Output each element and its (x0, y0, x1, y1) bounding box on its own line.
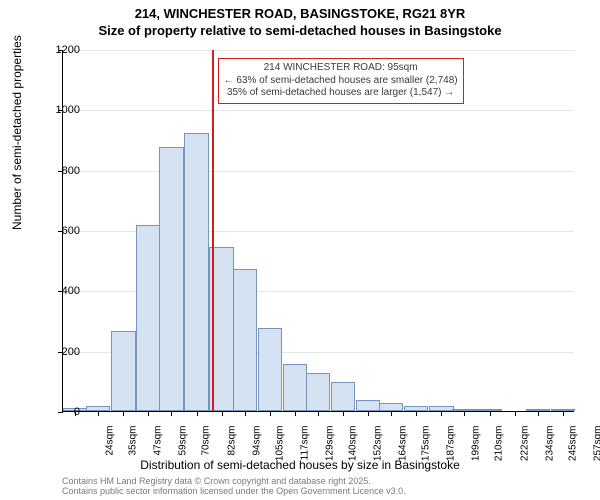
y-tick-label: 200 (50, 346, 80, 358)
x-tick-mark (148, 411, 149, 416)
x-tick-mark (490, 411, 491, 416)
annotation-line: ← 63% of semi-detached houses are smalle… (224, 75, 458, 88)
histogram-bar (111, 331, 135, 411)
y-tick-label: 1000 (50, 104, 80, 116)
y-tick-label: 800 (50, 165, 80, 177)
x-axis-title: Distribution of semi-detached houses by … (0, 458, 600, 472)
y-tick-label: 400 (50, 285, 80, 297)
histogram-bar (159, 147, 183, 411)
annotation-line: 35% of semi-detached houses are larger (… (224, 87, 458, 100)
annotation-line: 214 WINCHESTER ROAD: 95sqm (224, 62, 458, 75)
x-tick-mark (222, 411, 223, 416)
x-tick-mark (295, 411, 296, 416)
title-line-1: 214, WINCHESTER ROAD, BASINGSTOKE, RG21 … (0, 6, 600, 21)
x-tick-mark (515, 411, 516, 416)
gridline (63, 110, 574, 111)
gridline (63, 171, 574, 172)
x-tick-mark (538, 411, 539, 416)
title-line-2: Size of property relative to semi-detach… (0, 23, 600, 38)
histogram-bar (331, 382, 355, 411)
x-tick-mark (391, 411, 392, 416)
histogram-bar (136, 225, 160, 411)
x-tick-mark (98, 411, 99, 416)
histogram-bar (233, 269, 257, 411)
y-tick-label: 600 (50, 225, 80, 237)
x-tick-mark (171, 411, 172, 416)
histogram-bar (283, 364, 307, 411)
histogram-bar (379, 403, 403, 411)
gridline (63, 50, 574, 51)
x-tick-mark (563, 411, 564, 416)
x-tick-mark (197, 411, 198, 416)
chart-area: 214 WINCHESTER ROAD: 95sqm← 63% of semi-… (62, 50, 574, 412)
title-block: 214, WINCHESTER ROAD, BASINGSTOKE, RG21 … (0, 0, 600, 38)
x-tick-mark (245, 411, 246, 416)
histogram-bar (258, 328, 282, 411)
x-tick-mark (416, 411, 417, 416)
annotation-box: 214 WINCHESTER ROAD: 95sqm← 63% of semi-… (218, 58, 464, 104)
marker-line (212, 50, 214, 411)
footnote-line-1: Contains HM Land Registry data © Crown c… (62, 476, 406, 486)
y-axis-title: Number of semi-detached properties (10, 35, 24, 230)
x-tick-mark (441, 411, 442, 416)
footnote-line-2: Contains public sector information licen… (62, 486, 406, 496)
footnote: Contains HM Land Registry data © Crown c… (62, 476, 406, 497)
histogram-bar (306, 373, 330, 411)
x-tick-mark (270, 411, 271, 416)
x-tick-mark (343, 411, 344, 416)
y-tick-label: 0 (50, 406, 80, 418)
chart-container: 214, WINCHESTER ROAD, BASINGSTOKE, RG21 … (0, 0, 600, 500)
histogram-bar (356, 400, 380, 411)
y-tick-label: 1200 (50, 44, 80, 56)
x-tick-mark (464, 411, 465, 416)
plot-region: 214 WINCHESTER ROAD: 95sqm← 63% of semi-… (62, 50, 574, 412)
histogram-bar (184, 133, 208, 411)
x-tick-mark (123, 411, 124, 416)
x-tick-mark (318, 411, 319, 416)
x-tick-mark (368, 411, 369, 416)
